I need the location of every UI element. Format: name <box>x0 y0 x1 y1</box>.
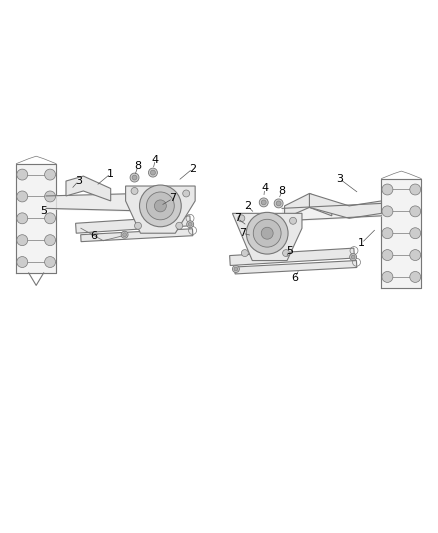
Polygon shape <box>381 179 421 288</box>
Circle shape <box>410 206 421 217</box>
Text: 4: 4 <box>152 155 159 165</box>
Circle shape <box>234 267 238 271</box>
Polygon shape <box>233 213 302 261</box>
Polygon shape <box>16 164 56 273</box>
Text: 1: 1 <box>358 238 365 248</box>
Circle shape <box>45 213 56 224</box>
Circle shape <box>382 271 393 282</box>
Circle shape <box>410 249 421 261</box>
Text: 2: 2 <box>189 164 196 174</box>
Circle shape <box>187 221 194 228</box>
Text: 3: 3 <box>75 176 82 186</box>
Polygon shape <box>126 186 195 233</box>
Circle shape <box>188 222 192 226</box>
Circle shape <box>45 256 56 268</box>
Circle shape <box>45 235 56 246</box>
Circle shape <box>148 168 157 177</box>
Circle shape <box>290 217 297 224</box>
Polygon shape <box>230 248 354 265</box>
Circle shape <box>131 188 138 195</box>
Circle shape <box>350 254 357 261</box>
Circle shape <box>146 192 174 220</box>
Circle shape <box>253 219 281 247</box>
Circle shape <box>410 228 421 239</box>
Text: 8: 8 <box>279 186 286 196</box>
Polygon shape <box>76 216 191 233</box>
Text: 3: 3 <box>336 174 343 183</box>
Circle shape <box>17 169 28 180</box>
Text: 1: 1 <box>107 168 114 179</box>
Circle shape <box>17 256 28 268</box>
Text: 4: 4 <box>261 183 268 193</box>
Circle shape <box>261 200 266 205</box>
Text: 7: 7 <box>169 193 177 204</box>
Text: 6: 6 <box>291 273 298 283</box>
Circle shape <box>410 184 421 195</box>
Circle shape <box>241 249 248 256</box>
Circle shape <box>238 215 245 222</box>
Circle shape <box>283 249 290 256</box>
Circle shape <box>382 228 393 239</box>
Circle shape <box>410 271 421 282</box>
Text: 6: 6 <box>90 231 97 241</box>
Circle shape <box>17 235 28 246</box>
Circle shape <box>276 201 281 206</box>
Circle shape <box>246 212 288 254</box>
Circle shape <box>45 169 56 180</box>
Circle shape <box>130 173 139 182</box>
Text: 5: 5 <box>40 206 47 216</box>
Circle shape <box>17 213 28 224</box>
Circle shape <box>176 222 183 229</box>
Circle shape <box>233 265 240 272</box>
Polygon shape <box>285 193 332 219</box>
Circle shape <box>382 249 393 261</box>
Circle shape <box>382 206 393 217</box>
Circle shape <box>121 231 128 238</box>
Text: 7: 7 <box>234 213 241 223</box>
Circle shape <box>155 200 166 212</box>
Circle shape <box>259 198 268 207</box>
Circle shape <box>132 175 137 180</box>
Polygon shape <box>66 176 111 201</box>
Circle shape <box>382 184 393 195</box>
Circle shape <box>274 199 283 208</box>
Circle shape <box>45 191 56 202</box>
Polygon shape <box>81 229 193 241</box>
Circle shape <box>183 190 190 197</box>
Polygon shape <box>309 193 381 219</box>
Circle shape <box>140 185 181 227</box>
Text: 2: 2 <box>244 201 251 211</box>
Circle shape <box>17 191 28 202</box>
Circle shape <box>351 255 355 259</box>
Circle shape <box>151 170 155 175</box>
Text: 5: 5 <box>286 246 293 256</box>
Text: 8: 8 <box>134 161 141 171</box>
Circle shape <box>261 227 273 239</box>
Circle shape <box>123 233 127 237</box>
Circle shape <box>134 222 141 229</box>
Polygon shape <box>235 261 357 274</box>
Text: 7: 7 <box>239 228 246 238</box>
